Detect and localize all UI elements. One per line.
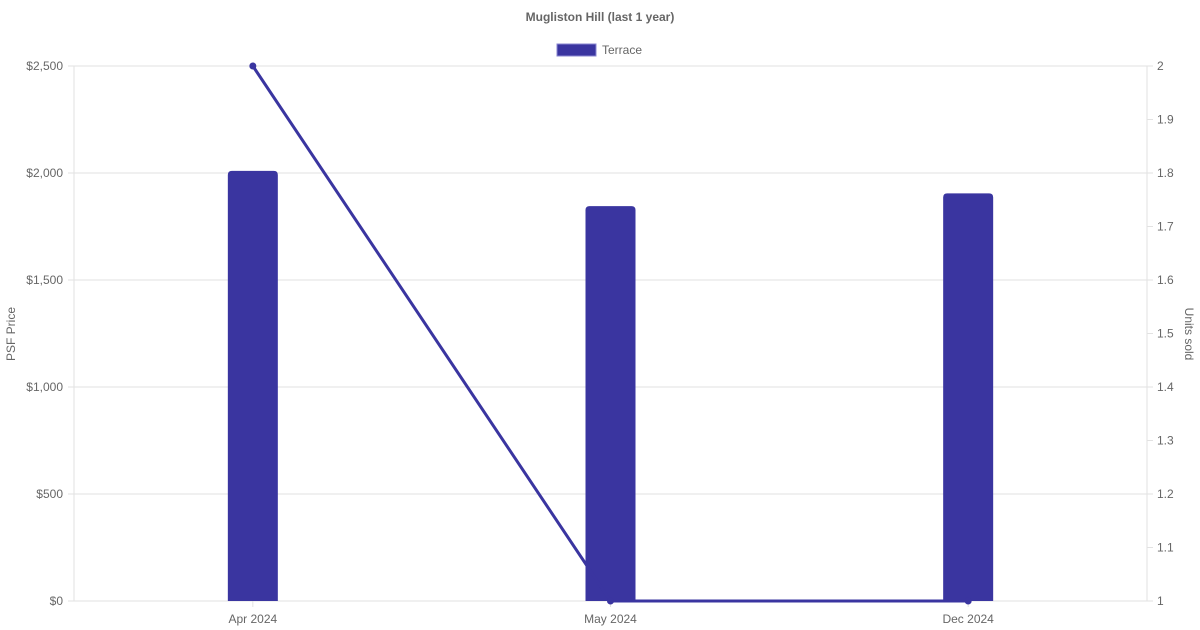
y-tick-label: $2,000 [26,166,63,180]
legend-label[interactable]: Terrace [602,43,642,57]
bar [943,193,994,601]
y-tick-label: $2,500 [26,59,63,73]
x-tick-label: Dec 2024 [942,612,994,626]
y-tick-label: $1,000 [26,380,63,394]
line-point [964,597,972,605]
bar [585,206,636,602]
y2-tick-label: 1.5 [1157,327,1174,341]
y2-tick-label: 1.7 [1157,220,1174,234]
line-point [249,62,257,70]
y2-tick-label: 1.9 [1157,113,1174,127]
y2-tick-label: 1 [1157,594,1164,608]
y2-axis-label: Units sold [1182,308,1196,361]
y2-tick-label: 1.3 [1157,434,1174,448]
y-tick-label: $0 [50,594,64,608]
y2-tick-label: 1.6 [1157,273,1174,287]
legend-swatch[interactable] [556,43,597,57]
bar [227,170,278,602]
line-point [607,597,614,605]
x-tick-label: Apr 2024 [228,612,277,626]
y-axis-label: PSF Price [4,307,18,361]
y-tick-label: $500 [36,487,63,501]
y2-tick-label: 1.2 [1157,487,1174,501]
y2-tick-label: 2 [1157,59,1164,73]
y2-tick-label: 1.4 [1157,380,1174,394]
x-tick-label: May 2024 [584,612,637,626]
chart-title: Mugliston Hill (last 1 year) [526,10,675,24]
y-tick-label: $1,500 [26,273,63,287]
y2-tick-label: 1.1 [1157,541,1174,555]
y2-tick-label: 1.8 [1157,166,1174,180]
